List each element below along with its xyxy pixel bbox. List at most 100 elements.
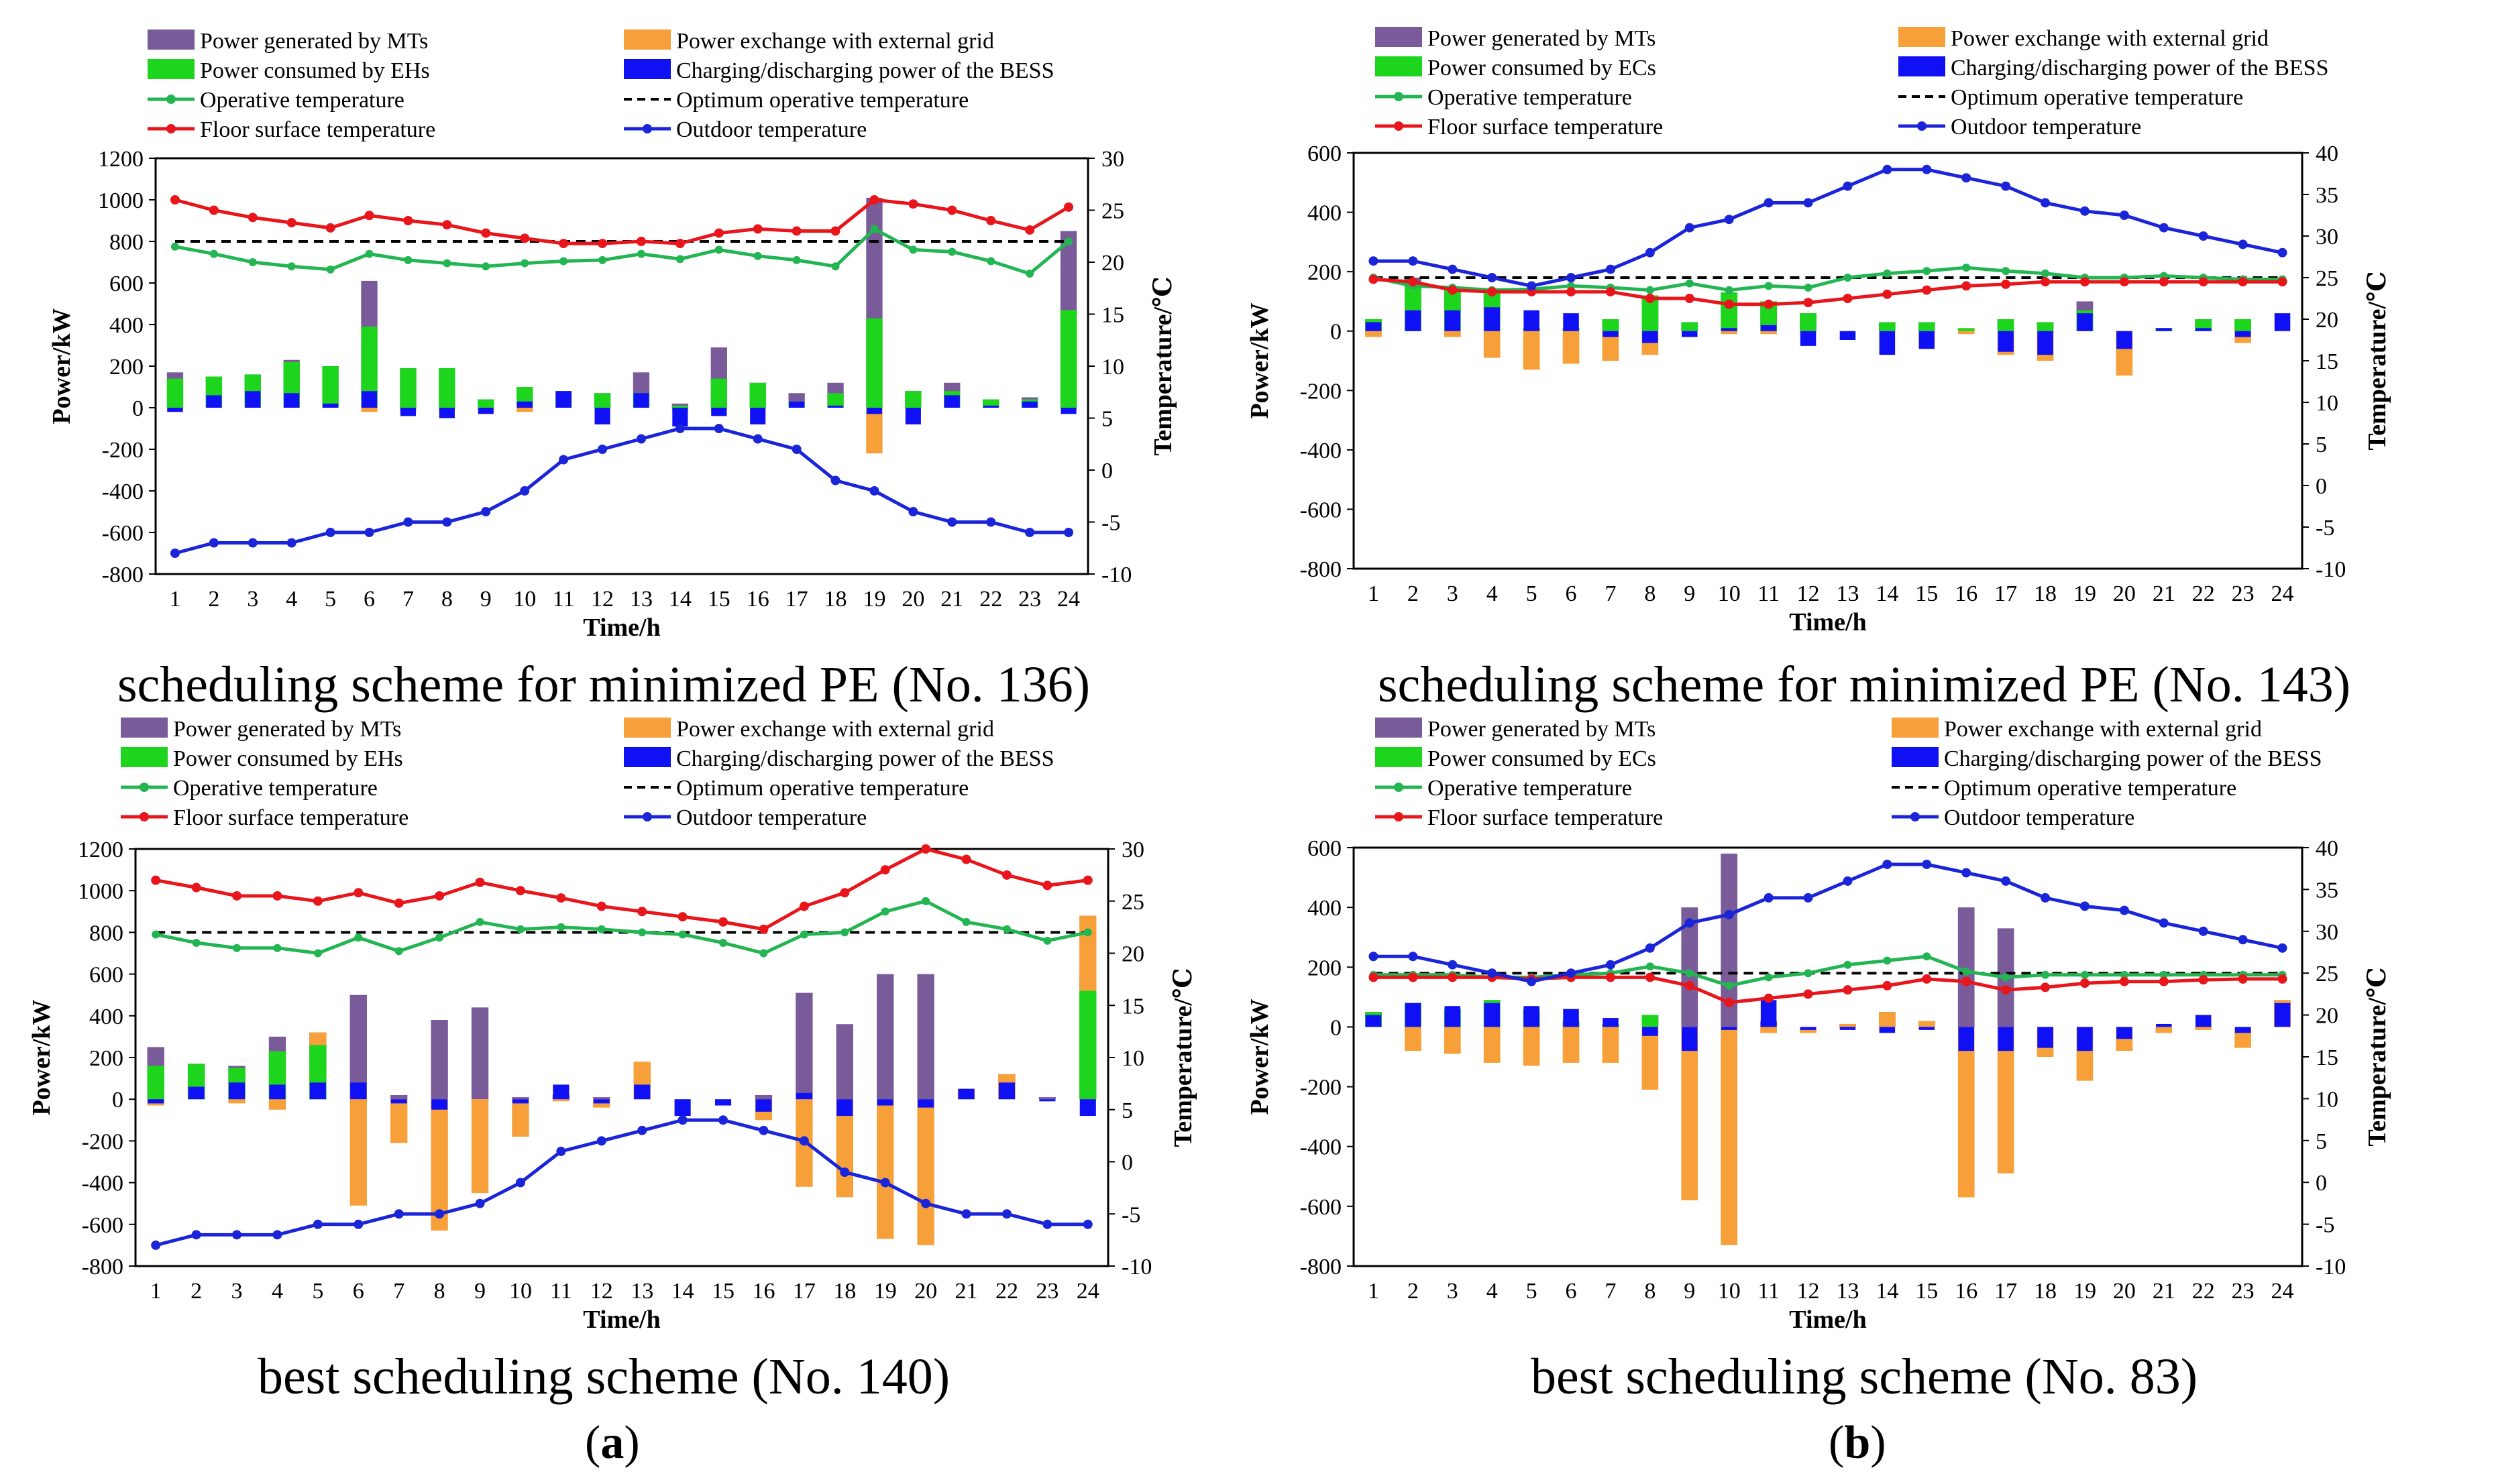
x-tick-label: 19 bbox=[863, 587, 885, 612]
point-floor-14 bbox=[1882, 980, 1892, 990]
bar-bess-24 bbox=[1061, 408, 1077, 414]
x-tick-label: 9 bbox=[474, 1279, 486, 1304]
y-tick-label: -800 bbox=[1300, 557, 1342, 582]
line-operative-temperature bbox=[155, 899, 1089, 956]
bar-bess-10 bbox=[1721, 328, 1737, 331]
x-tick-label: 5 bbox=[312, 1279, 323, 1304]
point-operative-3 bbox=[233, 944, 241, 952]
bar-bess-8 bbox=[431, 1099, 448, 1110]
y2-tick-label: 0 bbox=[1101, 459, 1113, 483]
x-tick-label: 6 bbox=[353, 1279, 364, 1304]
bar-bess-15 bbox=[714, 1099, 732, 1106]
point-operative-7 bbox=[404, 255, 413, 264]
legend-label-consumed: Power consumed by EHs bbox=[200, 58, 430, 83]
bar-grid-6 bbox=[361, 408, 378, 412]
point-outdoor-22 bbox=[2198, 926, 2208, 936]
point-outdoor-6 bbox=[364, 528, 374, 537]
y2-tick-label: -10 bbox=[2316, 1255, 2346, 1279]
point-floor-18 bbox=[840, 888, 850, 898]
y-tick-label: 600 bbox=[89, 963, 123, 988]
x-tick-label: 15 bbox=[708, 587, 730, 612]
point-outdoor-15 bbox=[714, 424, 724, 433]
bar-bess-7 bbox=[400, 408, 417, 416]
point-outdoor-10 bbox=[1724, 909, 1734, 919]
chart-panel-b-bottom: -800 -600 -400 -200 0 200 400 600 -10 -5 0 5 10 15 20 2… bbox=[1234, 711, 2494, 1355]
point-outdoor-24 bbox=[1083, 1219, 1093, 1229]
x-tick-label: 12 bbox=[1797, 1279, 1820, 1304]
bar-grid-3 bbox=[1444, 331, 1461, 337]
bar-consumed-8 bbox=[439, 368, 455, 408]
point-floor-21 bbox=[2159, 277, 2169, 287]
bar-grid-7 bbox=[390, 1099, 408, 1143]
x-tick-label: 12 bbox=[1797, 581, 1820, 606]
x-axis-title: Time/h bbox=[1789, 1306, 1866, 1334]
point-floor-11 bbox=[1764, 993, 1774, 1003]
legend-swatch-grid bbox=[624, 718, 671, 738]
bar-consumed-1 bbox=[166, 378, 184, 408]
x-tick-label: 20 bbox=[2113, 1279, 2136, 1304]
bar-mt-20 bbox=[917, 974, 934, 1100]
legend-label-floor: Floor surface temperature bbox=[200, 117, 435, 142]
bar-bess-20 bbox=[918, 1099, 934, 1108]
y2-tick-label: 5 bbox=[1101, 407, 1113, 432]
chart-panel-a-top: -800 -600 -400 -200 0 200 400 600 800 1000 1200 -10… bbox=[0, 0, 1207, 671]
point-floor-13 bbox=[1843, 985, 1853, 995]
bar-bess-22 bbox=[983, 405, 999, 408]
bar-bess-20 bbox=[2116, 331, 2132, 349]
y-tick-label: -400 bbox=[102, 479, 144, 504]
point-operative-18 bbox=[831, 262, 840, 271]
point-outdoor-14 bbox=[677, 1115, 688, 1125]
bar-bess-12 bbox=[594, 408, 610, 424]
point-floor-9 bbox=[475, 877, 485, 887]
bar-bess-15 bbox=[1918, 1027, 1935, 1030]
point-floor-8 bbox=[435, 891, 445, 901]
point-operative-8 bbox=[435, 933, 444, 942]
bar-consumed-19 bbox=[866, 318, 883, 408]
bar-bess-5 bbox=[323, 403, 339, 408]
legend-label-outdoor: Outdoor temperature bbox=[1944, 805, 2134, 830]
point-operative-12 bbox=[598, 255, 607, 264]
bar-bess-16 bbox=[1958, 1027, 1974, 1051]
point-operative-2 bbox=[209, 249, 218, 258]
point-floor-1 bbox=[151, 875, 161, 885]
point-floor-9 bbox=[481, 228, 491, 238]
y-tick-label: -800 bbox=[82, 1255, 123, 1279]
legend-swatch-mt bbox=[148, 30, 195, 50]
bar-grid-9 bbox=[471, 1099, 489, 1194]
y2-tick-label: -5 bbox=[2316, 1213, 2334, 1238]
point-floor-3 bbox=[1448, 972, 1458, 982]
y-tick-label: 0 bbox=[112, 1088, 123, 1112]
y2-tick-label: 40 bbox=[2316, 141, 2338, 166]
x-tick-label: 10 bbox=[509, 1279, 532, 1304]
bar-bess-18 bbox=[2037, 1027, 2053, 1048]
point-floor-23 bbox=[1042, 880, 1052, 891]
bar-bess-13 bbox=[633, 393, 649, 408]
legend-label-bess: Charging/discharging power of the BESS bbox=[676, 746, 1054, 771]
x-tick-label: 6 bbox=[1566, 1279, 1577, 1304]
point-outdoor-16 bbox=[753, 434, 763, 444]
y-tick-label: -400 bbox=[82, 1172, 123, 1196]
bar-grid-2 bbox=[1405, 1027, 1421, 1051]
point-outdoor-20 bbox=[2119, 905, 2129, 915]
x-tick-label: 17 bbox=[785, 587, 808, 612]
point-outdoor-21 bbox=[2159, 918, 2169, 928]
bar-bess-4 bbox=[1484, 1003, 1500, 1027]
line-floor-temperature bbox=[1373, 278, 2283, 306]
point-operative-5 bbox=[326, 265, 335, 274]
bar-consumed-7 bbox=[1602, 319, 1619, 331]
point-outdoor-7 bbox=[394, 1209, 404, 1219]
x-tick-label: 10 bbox=[1718, 1279, 1741, 1304]
y-tick-label: 200 bbox=[1307, 956, 1342, 980]
y2-tick-label: 35 bbox=[2316, 878, 2338, 903]
point-outdoor-21 bbox=[947, 517, 957, 527]
bar-consumed-15 bbox=[1918, 322, 1935, 331]
legend-swatch-grid bbox=[624, 30, 671, 50]
point-operative-22 bbox=[1002, 925, 1011, 933]
point-outdoor-17 bbox=[799, 1136, 809, 1146]
bar-consumed-14 bbox=[671, 405, 689, 408]
bar-bess-14 bbox=[1879, 1027, 1896, 1033]
x-tick-label: 5 bbox=[325, 587, 336, 612]
point-outdoor-11 bbox=[1764, 198, 1774, 208]
legend-label-optimum: Optimum operative temperature bbox=[1951, 85, 2243, 110]
point-outdoor-24 bbox=[2277, 247, 2287, 258]
